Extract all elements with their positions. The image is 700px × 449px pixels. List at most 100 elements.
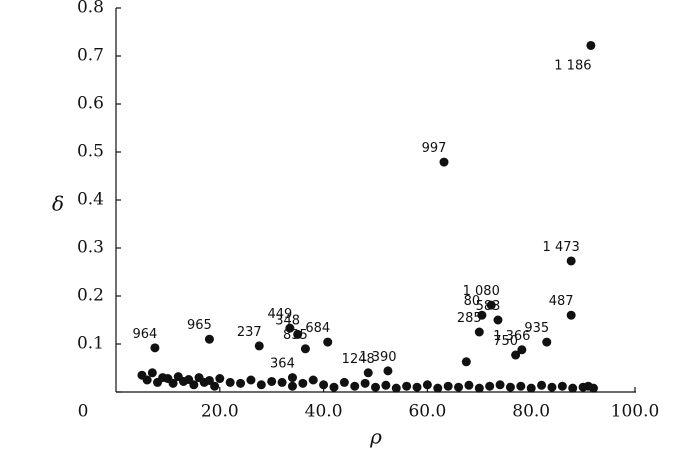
- point: [360, 378, 370, 388]
- point: [204, 334, 214, 344]
- point: [493, 315, 503, 325]
- point: [461, 357, 471, 367]
- point: [329, 382, 339, 392]
- point: [350, 381, 360, 391]
- point: [293, 329, 303, 339]
- y-tick-label: 0.8: [77, 0, 104, 18]
- point: [287, 373, 297, 383]
- point: [189, 380, 199, 390]
- point-label: 487: [549, 294, 574, 309]
- point: [486, 300, 496, 310]
- point: [168, 378, 178, 388]
- point: [383, 366, 393, 376]
- point-label: 237: [237, 325, 262, 340]
- point: [267, 376, 277, 386]
- y-tick-label: 0.6: [77, 94, 104, 114]
- point-label: 285: [457, 311, 482, 326]
- point: [526, 383, 536, 393]
- point: [516, 381, 526, 391]
- point: [517, 345, 527, 355]
- point: [454, 382, 464, 392]
- point: [485, 381, 495, 391]
- point-label: 1248: [342, 352, 375, 367]
- point: [277, 377, 287, 387]
- x-axis-label: ρ: [369, 425, 382, 449]
- point-label: 449: [267, 307, 292, 322]
- point: [422, 380, 432, 390]
- point: [319, 380, 329, 390]
- point: [412, 382, 422, 392]
- point: [433, 383, 443, 393]
- y-axis-label: δ: [52, 192, 64, 216]
- point-label: 1 390: [359, 350, 396, 365]
- point-label: 583: [476, 299, 501, 314]
- point-label: 935: [524, 321, 549, 336]
- point: [474, 327, 484, 337]
- point-label: 684: [305, 321, 330, 336]
- point-label: 965: [187, 318, 212, 333]
- point: [147, 368, 157, 378]
- point: [566, 256, 576, 266]
- point: [225, 377, 235, 387]
- point-label: 750: [493, 334, 518, 349]
- point: [215, 374, 225, 384]
- point: [495, 380, 505, 390]
- point: [363, 368, 373, 378]
- point: [505, 382, 515, 392]
- point: [142, 375, 152, 385]
- point: [204, 375, 214, 385]
- point-label: 80: [464, 294, 481, 309]
- point: [298, 378, 308, 388]
- point-label: 835: [283, 328, 308, 343]
- y-tick-label: 0.2: [77, 286, 104, 306]
- y-tick-label: 0.1: [77, 334, 104, 354]
- point: [443, 381, 453, 391]
- point: [547, 382, 557, 392]
- point: [246, 375, 256, 385]
- point: [537, 380, 547, 390]
- point: [464, 380, 474, 390]
- x-tick-label: 20.0: [201, 402, 239, 422]
- y-tick-label: 0: [78, 402, 89, 422]
- x-tick-label: 80.0: [512, 402, 550, 422]
- y-tick-label: 0.7: [77, 46, 104, 66]
- point: [236, 378, 246, 388]
- point: [439, 157, 449, 167]
- point: [381, 380, 391, 390]
- x-tick-label: 40.0: [305, 402, 343, 422]
- point: [300, 344, 310, 354]
- point-label: 1 186: [554, 58, 591, 73]
- point: [542, 337, 552, 347]
- point-label: 1 473: [543, 240, 580, 255]
- point: [308, 375, 318, 385]
- point: [391, 383, 401, 393]
- point-label: 1 080: [463, 284, 500, 299]
- point: [256, 380, 266, 390]
- point: [150, 343, 160, 353]
- point-label: 997: [422, 141, 447, 156]
- point: [287, 381, 297, 391]
- point: [474, 383, 484, 393]
- point: [285, 323, 295, 333]
- point: [588, 383, 598, 393]
- point-label: 364: [270, 357, 295, 372]
- x-tick-label: 100.0: [611, 402, 660, 422]
- y-tick-label: 0.4: [77, 190, 104, 210]
- point: [339, 377, 349, 387]
- point: [566, 310, 576, 320]
- point: [210, 381, 220, 391]
- y-tick-label: 0.3: [77, 238, 104, 258]
- y-tick-label: 0.5: [77, 142, 104, 162]
- point: [586, 40, 596, 50]
- x-tick-label: 60.0: [408, 402, 446, 422]
- point: [402, 381, 412, 391]
- point-label: 1 366: [493, 329, 530, 344]
- point-label: 348: [275, 313, 300, 328]
- point: [254, 341, 264, 351]
- point-label: 964: [133, 327, 158, 342]
- point: [477, 310, 487, 320]
- point: [557, 381, 567, 391]
- point: [323, 337, 333, 347]
